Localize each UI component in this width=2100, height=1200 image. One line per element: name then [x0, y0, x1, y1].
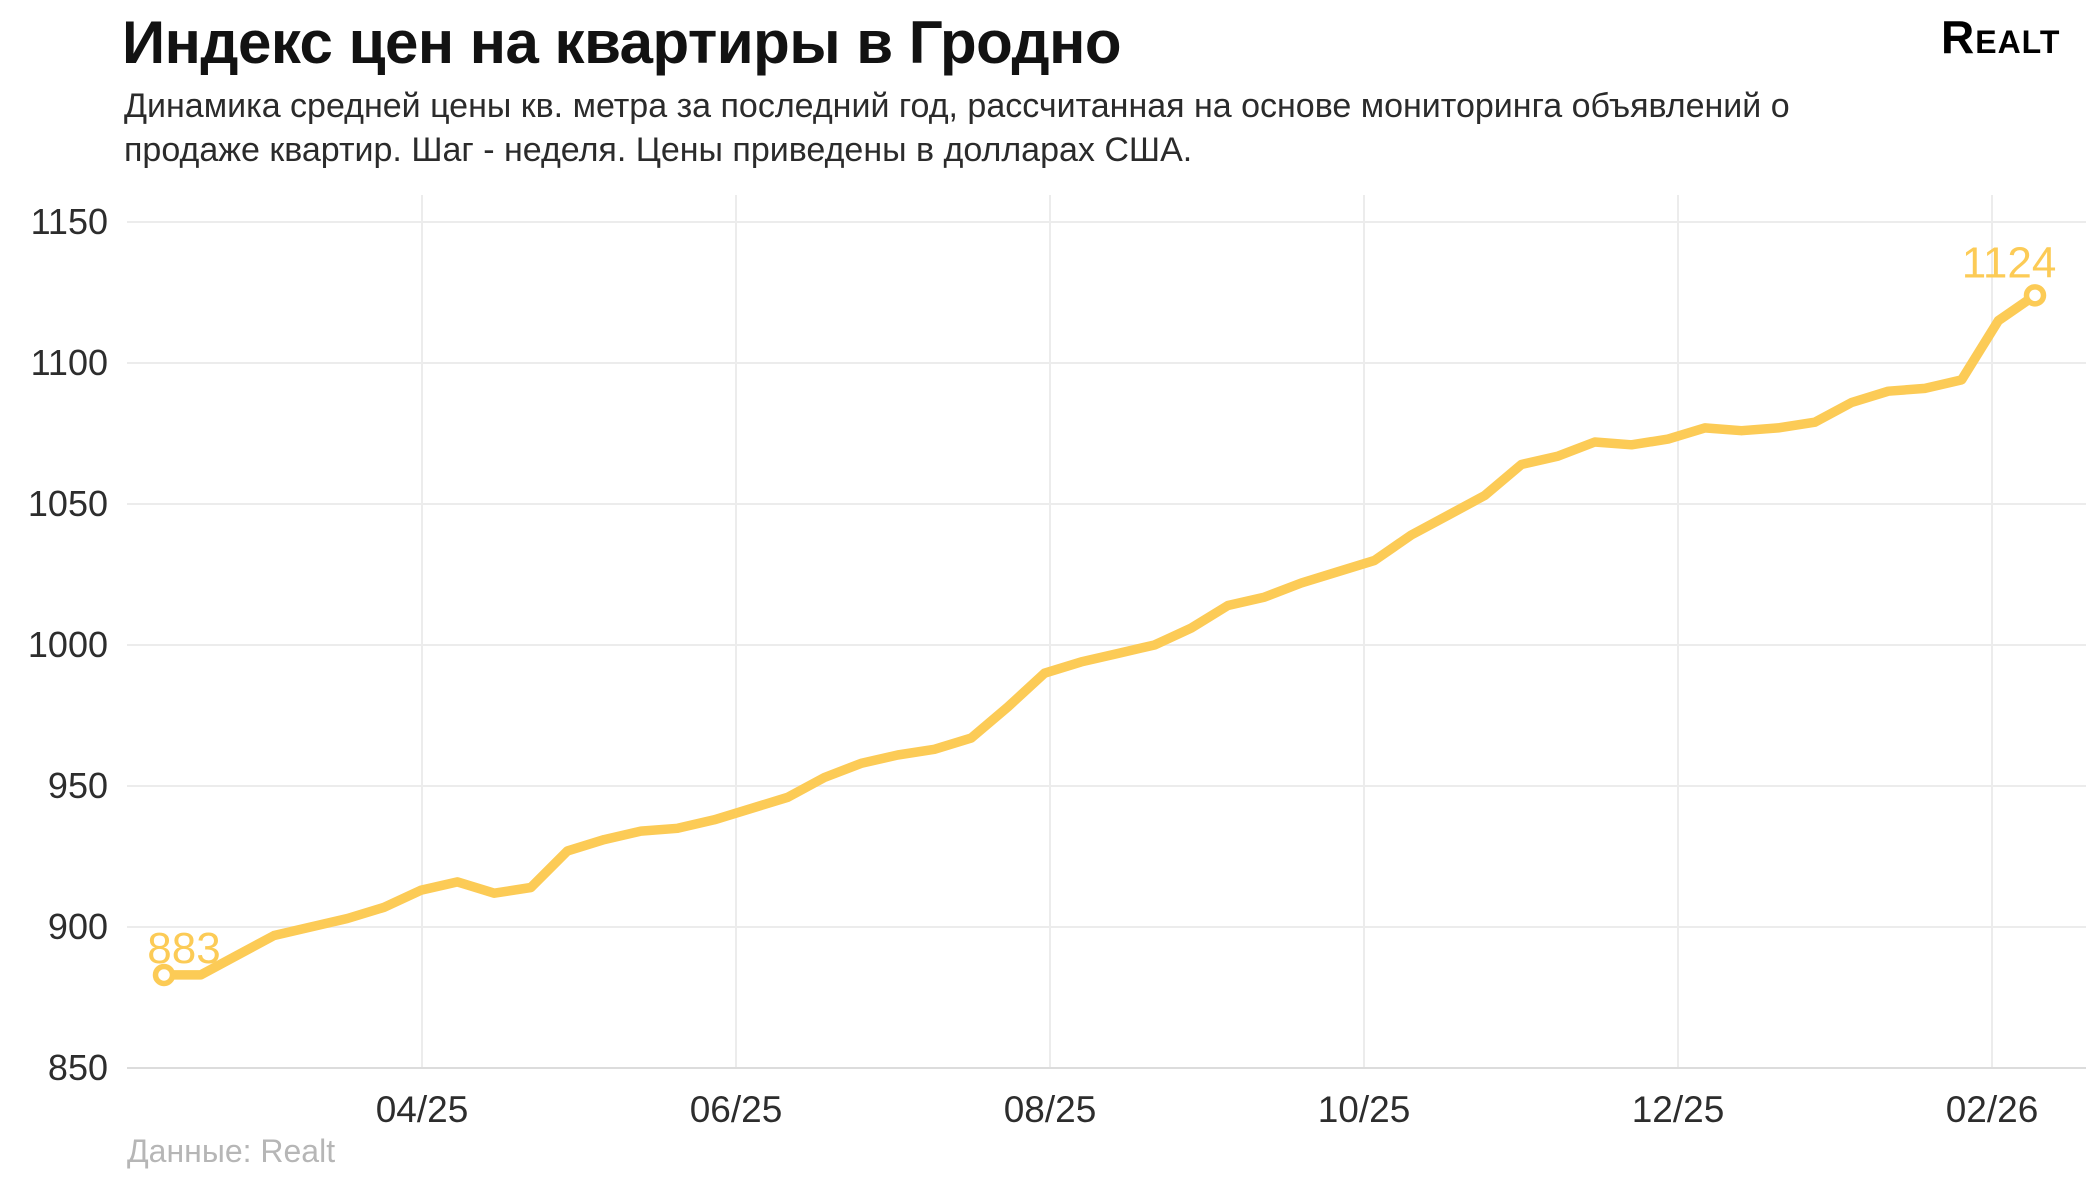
- x-axis-tick-label: 02/26: [1946, 1089, 2039, 1130]
- chart-subtitle: Динамика средней цены кв. метра за после…: [124, 87, 1790, 170]
- end-value-label: 1124: [1962, 238, 2057, 287]
- x-axis-tick-label: 12/25: [1632, 1089, 1725, 1130]
- page-title: Индекс цен на квартиры в Гродно: [122, 9, 1122, 76]
- price-line: [159, 290, 2040, 980]
- x-axis-tick-label: 06/25: [690, 1089, 783, 1130]
- x-axis-tick-label: 10/25: [1318, 1089, 1411, 1130]
- start-marker: [152, 963, 176, 987]
- start-value-label: 883: [147, 924, 220, 973]
- y-axis-tick-label: 1000: [28, 624, 108, 665]
- x-axis-tick-label: 08/25: [1004, 1089, 1097, 1130]
- data-source-note: Данные: Realt: [127, 1133, 336, 1169]
- y-axis-tick-label: 1150: [31, 201, 108, 242]
- y-axis-tick-label: 1050: [28, 483, 108, 524]
- y-axis-tick-label: 900: [48, 906, 108, 947]
- x-axis-tick-label: 04/25: [376, 1089, 469, 1130]
- realt-logo: Realt: [1941, 11, 2061, 63]
- end-marker: [2023, 284, 2047, 307]
- y-axis-tick-label: 1100: [31, 342, 108, 383]
- y-axis-tick-label: 850: [48, 1047, 108, 1088]
- y-axis-tick-label: 950: [48, 765, 108, 806]
